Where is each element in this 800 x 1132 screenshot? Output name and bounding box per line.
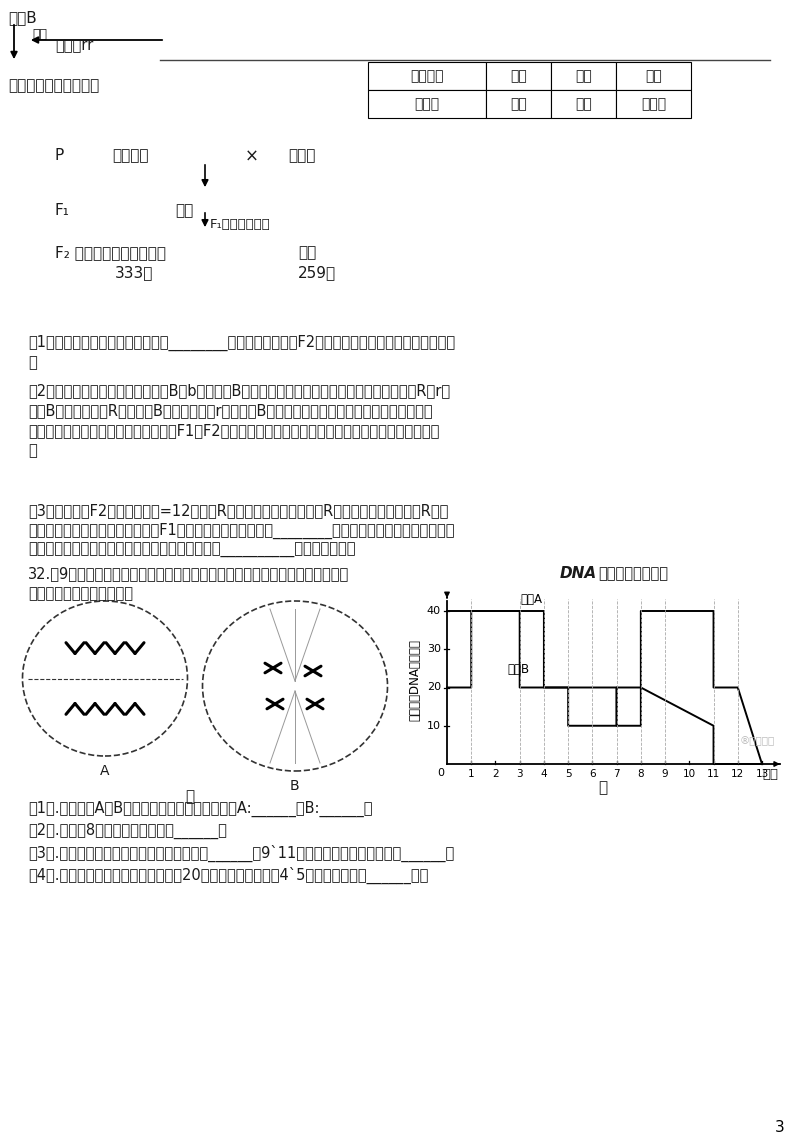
Text: 相对含量变化曲线: 相对含量变化曲线 (598, 566, 668, 581)
Text: （4）.若该生物体细胞中染色体数目为20，则一个细胞在区间4`5对应的染色体有______条。: （4）.若该生物体细胞中染色体数目为20，则一个细胞在区间4`5对应的染色体有_… (28, 867, 428, 884)
Text: 12: 12 (731, 769, 744, 779)
Bar (486, 62, 551, 91)
Text: DNA: DNA (560, 566, 597, 581)
Text: 7: 7 (614, 769, 620, 779)
Text: 白改鸭: 白改鸭 (414, 97, 439, 111)
Bar (551, 91, 616, 118)
Text: 白色: 白色 (575, 97, 592, 111)
Bar (616, 91, 691, 118)
Text: 0: 0 (438, 767, 445, 778)
Text: 图。请据图回答下列问题：: 图。请据图回答下列问题： (28, 586, 133, 601)
Text: 白色: 白色 (575, 69, 592, 83)
Text: 黑色素（黑羽、灰羽）: 黑色素（黑羽、灰羽） (8, 78, 99, 93)
Text: 白色: 白色 (510, 69, 527, 83)
Text: 曲线A: 曲线A (521, 593, 543, 606)
Text: F₂ 非白羽（黑羽、灰羽）: F₂ 非白羽（黑羽、灰羽） (55, 245, 166, 260)
Text: 交结果，计算比例。若杂交子代表现型及其比例为__________，则假设成立。: 交结果，计算比例。若杂交子代表现型及其比例为__________，则假设成立。 (28, 543, 355, 558)
Text: 甲: 甲 (185, 789, 194, 804)
Text: 乙: 乙 (598, 780, 607, 795)
Text: 白色: 白色 (510, 97, 527, 111)
Text: 20: 20 (427, 683, 441, 693)
Text: F₁个体相互交配: F₁个体相互交配 (210, 218, 270, 231)
Text: （2）.乙图中8处发生的生理过程叫______。: （2）.乙图中8处发生的生理过程叫______。 (28, 823, 227, 839)
Text: 13: 13 (755, 769, 769, 779)
Bar (368, 62, 486, 91)
Text: （3）研究发现F2中黑羽：灰羽=12，假设R基因存在剂量效应，一个R基因表现为灰色，两个R基因: （3）研究发现F2中黑羽：灰羽=12，假设R基因存在剂量效应，一个R基因表现为灰… (28, 503, 448, 518)
Text: 32.（9分）甲图为某高等雌性动物细胞分裂图，乙图为该种生物细胞内染色体及: 32.（9分）甲图为某高等雌性动物细胞分裂图，乙图为该种生物细胞内染色体及 (28, 566, 350, 581)
Text: 表现为黑色。为了验证该假设，将F1灰羽鸭与亲本中基因型为________的白羽鸭进行杂交，观察统计杂: 表现为黑色。为了验证该假设，将F1灰羽鸭与亲本中基因型为________的白羽鸭… (28, 523, 454, 539)
Text: 11: 11 (707, 769, 720, 779)
Text: 2: 2 (492, 769, 498, 779)
Text: 时间: 时间 (762, 767, 778, 781)
Text: （1）.甲图中的A、B分别处于什么分裂什么时期？A:______，B:______。: （1）.甲图中的A、B分别处于什么分裂什么时期？A:______，B:_____… (28, 801, 373, 817)
Text: 橙黄色: 橙黄色 (641, 97, 666, 111)
Text: 30: 30 (427, 644, 441, 654)
Text: 10: 10 (682, 769, 696, 779)
Text: 基因型rr: 基因型rr (55, 38, 94, 53)
Text: P: P (55, 148, 64, 163)
Text: 333只: 333只 (115, 265, 154, 280)
Text: 3: 3 (516, 769, 523, 779)
Text: 3: 3 (775, 1120, 785, 1132)
Text: 黑色: 黑色 (645, 69, 662, 83)
Text: 40: 40 (427, 606, 441, 616)
Text: 基因B: 基因B (8, 10, 37, 25)
Text: B: B (290, 779, 300, 794)
Text: （1）表格所示亲本的外貌特征中有________对相对性状。右图F2中非白羽（黑羽、灰羽）：白羽约为: （1）表格所示亲本的外貌特征中有________对相对性状。右图F2中非白羽（黑… (28, 335, 455, 351)
Text: A: A (100, 764, 110, 778)
Bar (551, 62, 616, 91)
Text: 白改鸭: 白改鸭 (288, 148, 315, 163)
Text: 6: 6 (589, 769, 596, 779)
Bar (368, 91, 486, 118)
Text: 抑制: 抑制 (32, 28, 47, 41)
Text: 4: 4 (541, 769, 547, 779)
Text: ×: × (245, 148, 259, 166)
Text: 259只: 259只 (298, 265, 336, 280)
Text: 5: 5 (565, 769, 571, 779)
Text: 右图所示。根据图示和上述杂交实验中F1和F2的表现型及其比例，推测两亲本鸭羽毛颜色的基因型为＿: 右图所示。根据图示和上述杂交实验中F1和F2的表现型及其比例，推测两亲本鸭羽毛颜… (28, 423, 439, 438)
Text: 染色体及DNA相对含量: 染色体及DNA相对含量 (409, 640, 422, 721)
Text: 连城白鸭: 连城白鸭 (112, 148, 149, 163)
Text: （2）假设控制黑色素合成的基因用B、b表示，（B基因控制黑色素的合成），但另一对等位基因R、r要: （2）假设控制黑色素合成的基因用B、b表示，（B基因控制黑色素的合成），但另一对… (28, 383, 450, 398)
Text: 。: 。 (28, 443, 37, 458)
Text: 1: 1 (468, 769, 474, 779)
Text: 。: 。 (28, 355, 37, 370)
Text: 灰色: 灰色 (175, 203, 194, 218)
Text: （3）.乙图所示细胞内含有染色单体的区间是______和9`11，不含同源染色体的区间是______。: （3）.乙图所示细胞内含有染色单体的区间是______和9`11，不含同源染色体… (28, 844, 454, 863)
Text: 10: 10 (427, 721, 441, 731)
Text: 连城白鸭: 连城白鸭 (410, 69, 444, 83)
Bar (486, 91, 551, 118)
Text: 9: 9 (662, 769, 668, 779)
Text: 8: 8 (638, 769, 644, 779)
Text: ®正确教育: ®正确教育 (740, 736, 775, 746)
Text: 影响B基因的表达（R基因促进B基因的表达，r基因抑制B基因的表达），它们与鸭羽毛颜色的关系如: 影响B基因的表达（R基因促进B基因的表达，r基因抑制B基因的表达），它们与鸭羽毛… (28, 403, 433, 418)
Text: F₁: F₁ (55, 203, 70, 218)
Text: 白羽: 白羽 (298, 245, 316, 260)
Bar (616, 62, 691, 91)
Text: 曲线B: 曲线B (507, 663, 530, 676)
